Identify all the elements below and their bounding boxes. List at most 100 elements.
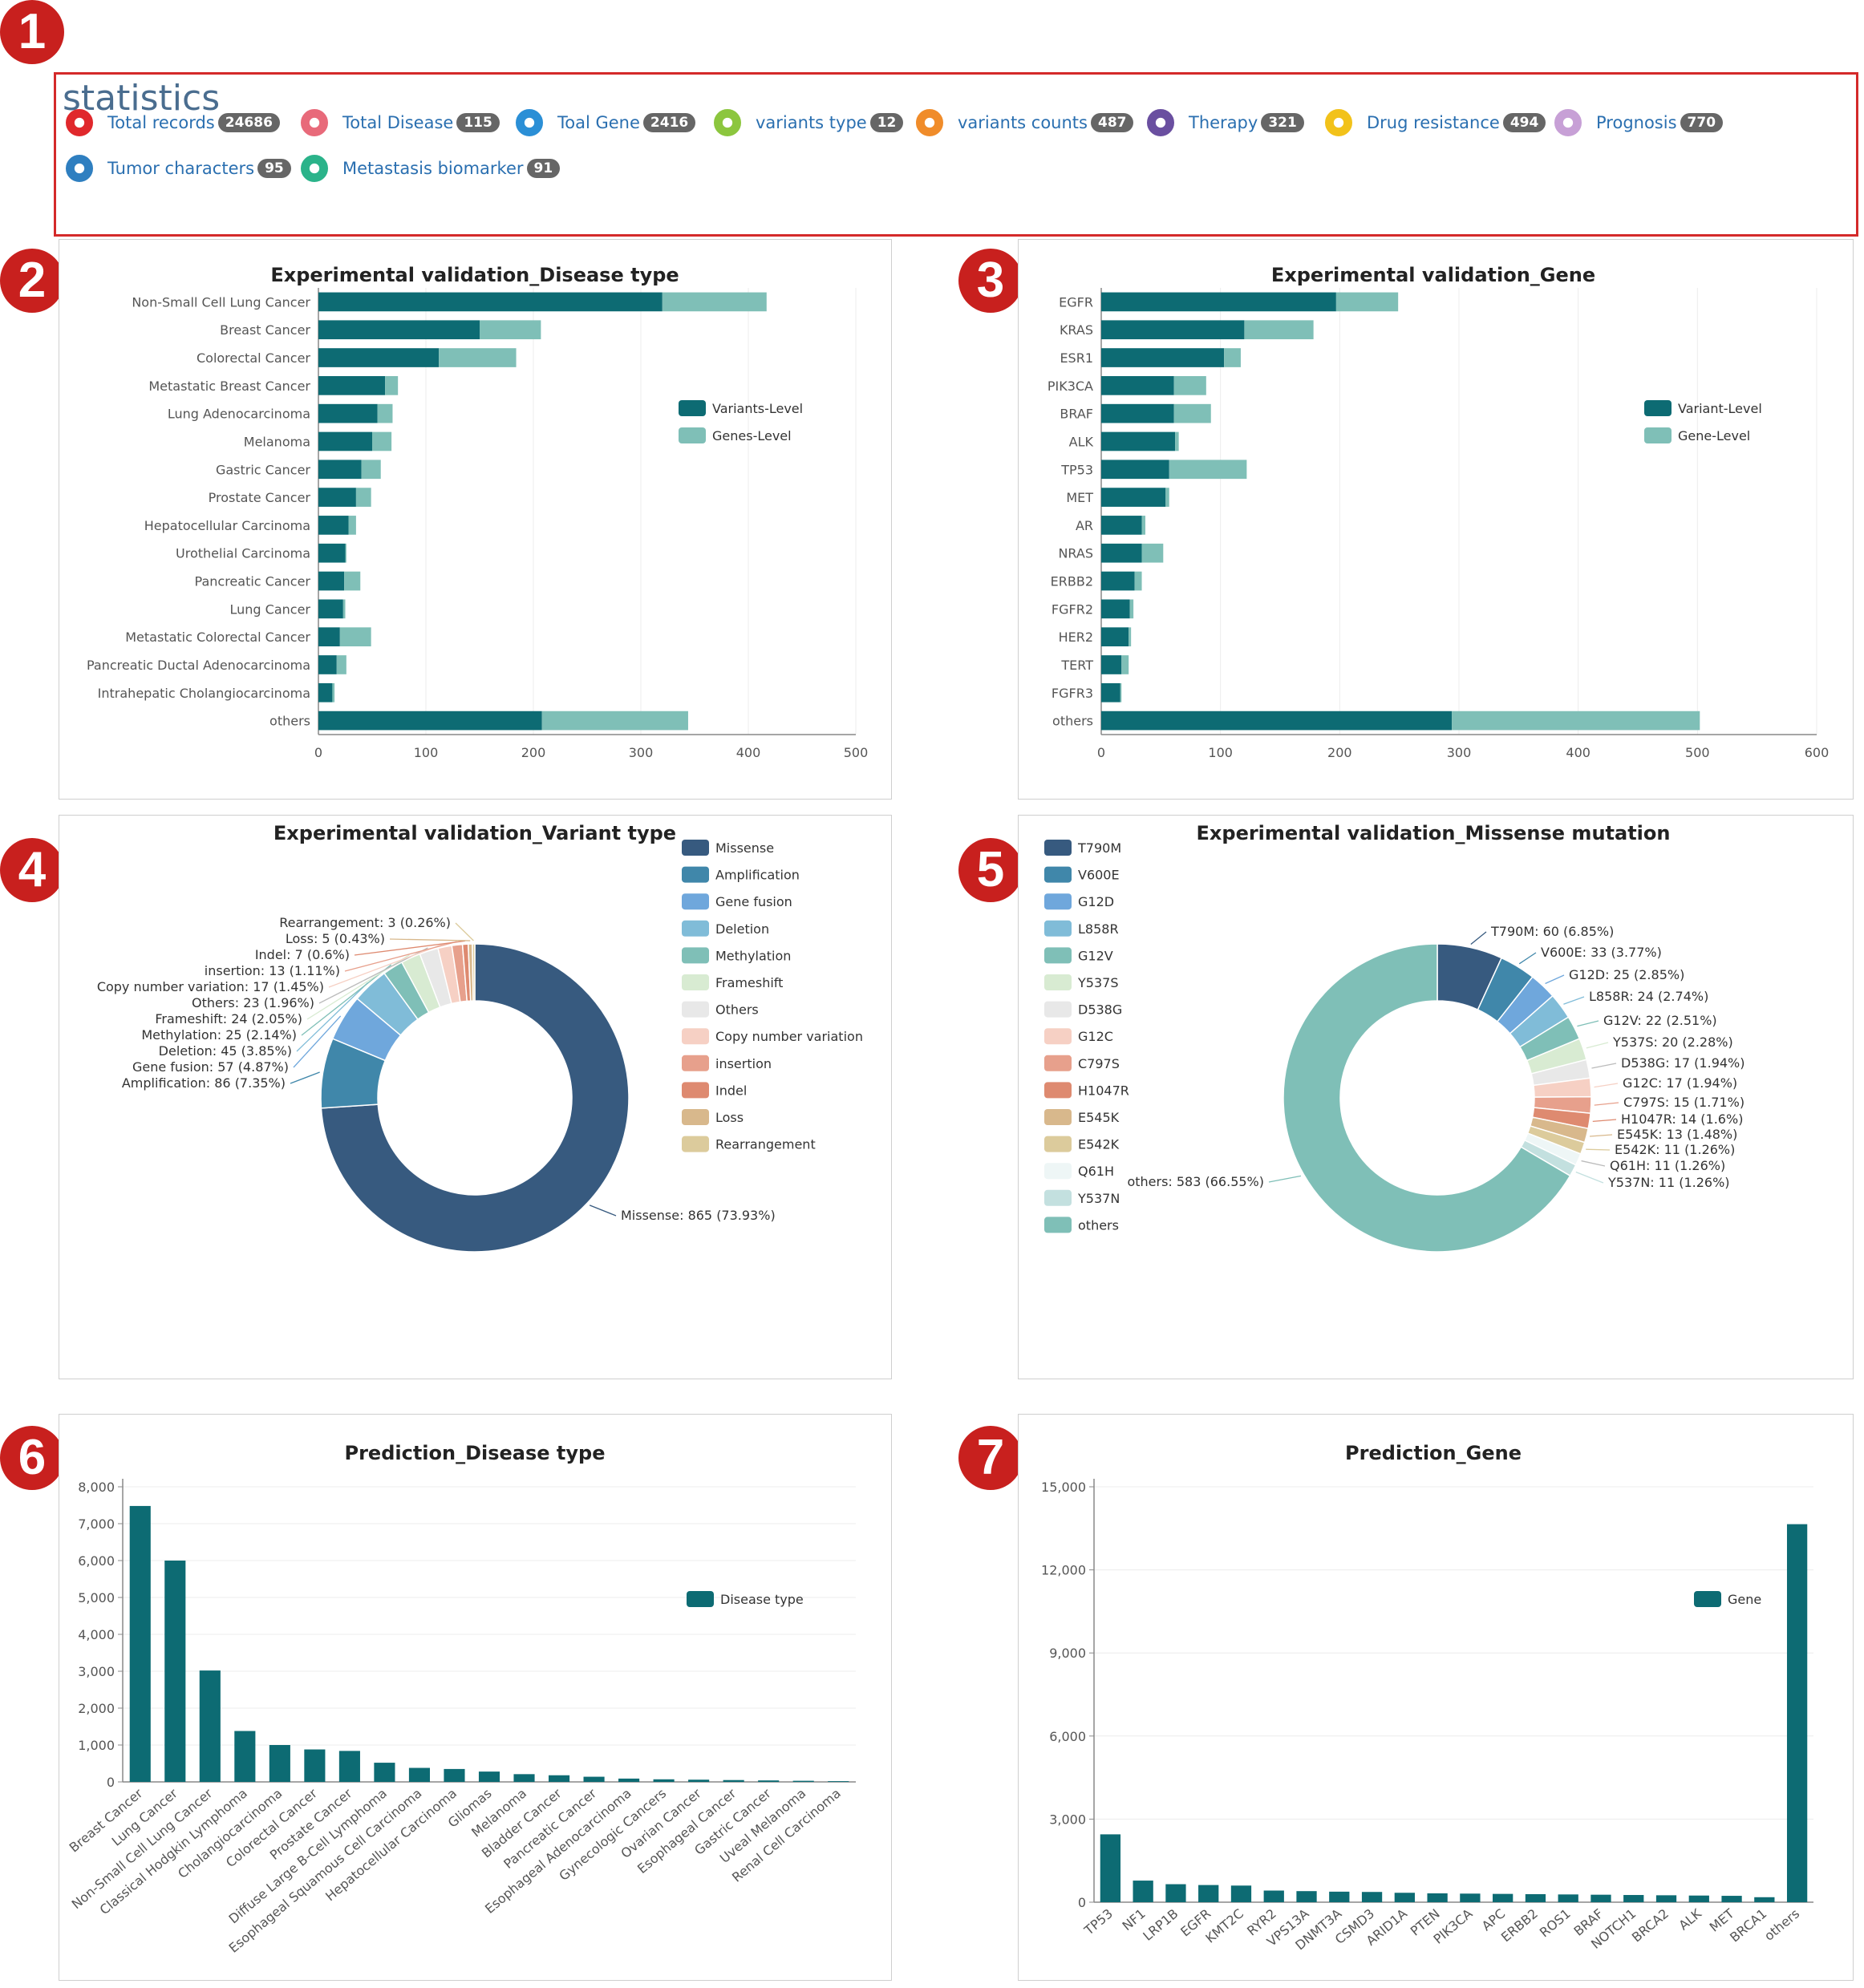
- bar-variants-level: [318, 376, 386, 395]
- legend-label: Amplification: [715, 868, 800, 883]
- stat-count-badge: 770: [1680, 113, 1724, 132]
- stat-item-variants-counts[interactable]: variants counts 487: [916, 107, 1134, 139]
- data-label: Y537N: 11 (1.26%): [1607, 1175, 1730, 1190]
- bar-variant-level: [1101, 320, 1245, 340]
- data-label: T790M: 60 (6.85%): [1490, 924, 1614, 939]
- y-tick-label: ERBB2: [1051, 574, 1093, 589]
- legend-swatch: [682, 1109, 709, 1125]
- bar-genes-level: [377, 403, 393, 423]
- bar-uveal-melanoma: [792, 1780, 814, 1782]
- section-badge-2: 2: [0, 249, 64, 313]
- bar-genes-level: [348, 516, 356, 535]
- stat-label[interactable]: variants type: [756, 113, 867, 132]
- data-label: others: 583 (66.55%): [1127, 1174, 1264, 1189]
- x-tick-label: 200: [1327, 745, 1352, 760]
- legend-label: Variants-Level: [712, 401, 803, 416]
- stat-item-total-records[interactable]: Total records 24686: [66, 107, 280, 139]
- y-tick-label: KRAS: [1060, 322, 1093, 338]
- stat-item-therapy[interactable]: Therapy 321: [1147, 107, 1304, 139]
- data-label: Missense: 865 (73.93%): [621, 1208, 776, 1223]
- bar-variants-level: [318, 431, 372, 451]
- bar-gynecologic-cancers: [653, 1779, 675, 1782]
- y-tick-label: PIK3CA: [1047, 379, 1093, 394]
- bar-variants-level: [318, 711, 542, 731]
- bar-variant-level: [1101, 403, 1174, 423]
- stat-label[interactable]: Total records: [107, 113, 215, 132]
- bar-variants-level: [318, 682, 333, 702]
- legend-swatch: [1044, 1109, 1072, 1125]
- legend-label: Gene: [1728, 1592, 1761, 1607]
- x-tick-label: BRCA2: [1629, 1906, 1672, 1945]
- gene-bar-chart: Experimental validation_Gene 0 100 200 300 40…: [1047, 264, 1829, 760]
- bar-variant-level: [1101, 655, 1122, 674]
- bar-braf: [1590, 1894, 1611, 1902]
- bar-variant-level: [1101, 516, 1142, 535]
- bar-variant-level: [1101, 376, 1174, 395]
- bar-csmd3: [1361, 1892, 1383, 1902]
- legend-swatch: [682, 1136, 709, 1152]
- bar-genes-level: [344, 571, 361, 591]
- stat-label[interactable]: Prognosis: [1596, 113, 1677, 132]
- legend-label: insertion: [715, 1056, 772, 1071]
- stat-label[interactable]: Metastasis biomarker: [342, 159, 524, 178]
- red-half-circle-icon: [66, 109, 93, 136]
- stat-item-toal-gene[interactable]: Toal Gene 2416: [516, 107, 696, 139]
- legend-label: D538G: [1078, 1002, 1122, 1018]
- bar-lung-cancer: [164, 1561, 186, 1782]
- y-tick-label: others: [269, 714, 310, 729]
- bar-gene-level: [1452, 711, 1700, 731]
- bar-gene-level: [1120, 682, 1122, 702]
- bar-breast-cancer: [129, 1505, 151, 1782]
- stat-item-variants-type[interactable]: variants type 12: [714, 107, 904, 139]
- bar-colorectal-cancer: [304, 1749, 326, 1782]
- label-leader-line: [1518, 952, 1537, 965]
- label-leader-line: [1592, 1119, 1617, 1123]
- stat-item-metastasis-biomarker[interactable]: Metastasis biomarker 91: [301, 152, 561, 184]
- stat-item-prognosis[interactable]: Prognosis 770: [1554, 107, 1724, 139]
- stat-count-badge: 494: [1502, 113, 1546, 132]
- stat-item-total-disease[interactable]: Total Disease 115: [301, 107, 500, 139]
- data-label: L858R: 24 (2.74%): [1589, 989, 1708, 1004]
- y-tick-label: ALK: [1069, 434, 1094, 449]
- legend-label: others: [1078, 1217, 1119, 1233]
- x-tick-label: LRP1B: [1140, 1906, 1181, 1944]
- label-leader-line: [1268, 1175, 1302, 1183]
- legend-label: E542K: [1078, 1137, 1120, 1152]
- stat-label[interactable]: variants counts: [958, 113, 1088, 132]
- label-leader-line: [1577, 1020, 1599, 1027]
- y-tick-label: Gastric Cancer: [216, 462, 310, 477]
- bar-gene-level: [1335, 292, 1399, 312]
- y-tick-label: 3,000: [1049, 1812, 1086, 1827]
- stat-label[interactable]: Therapy: [1189, 113, 1258, 132]
- y-tick-label: 7,000: [78, 1516, 115, 1532]
- legend-label: Q61H: [1078, 1164, 1114, 1179]
- data-label: Amplification: 86 (7.35%): [122, 1075, 286, 1091]
- data-label: H1047R: 14 (1.6%): [1621, 1111, 1743, 1127]
- green-bowtie-icon: [714, 109, 741, 136]
- stat-item-drug-resistance[interactable]: Drug resistance 494: [1325, 107, 1546, 139]
- stat-item-tumor-characters[interactable]: Tumor characters 95: [66, 152, 291, 184]
- bar-gene-level: [1121, 655, 1129, 674]
- bar-gene-level: [1224, 348, 1241, 367]
- label-leader-line: [455, 922, 474, 941]
- y-tick-label: Hepatocellular Carcinoma: [144, 518, 310, 533]
- missense-mutation-donut-chart: Experimental validation_Missense mutatio…: [1044, 822, 1745, 1253]
- stat-label[interactable]: Tumor characters: [107, 159, 255, 178]
- data-label: C797S: 15 (1.71%): [1623, 1095, 1744, 1110]
- legend-label: Disease type: [720, 1592, 804, 1607]
- bar-dnmt3a: [1329, 1891, 1350, 1902]
- label-leader-line: [1591, 1063, 1617, 1069]
- bar-notch1: [1623, 1895, 1644, 1902]
- label-leader-line: [1581, 1160, 1606, 1167]
- bar-variant-level: [1101, 292, 1336, 312]
- bar-genes-level: [372, 431, 392, 451]
- stat-label[interactable]: Drug resistance: [1367, 113, 1500, 132]
- bar-brca1: [1754, 1897, 1775, 1902]
- bar-variants-level: [318, 655, 337, 674]
- stat-label[interactable]: Toal Gene: [557, 113, 640, 132]
- legend-swatch: [1044, 1028, 1072, 1045]
- legend-swatch: [682, 947, 709, 964]
- stat-label[interactable]: Total Disease: [342, 113, 454, 132]
- bar-variant-level: [1101, 431, 1176, 451]
- label-leader-line: [1545, 974, 1565, 985]
